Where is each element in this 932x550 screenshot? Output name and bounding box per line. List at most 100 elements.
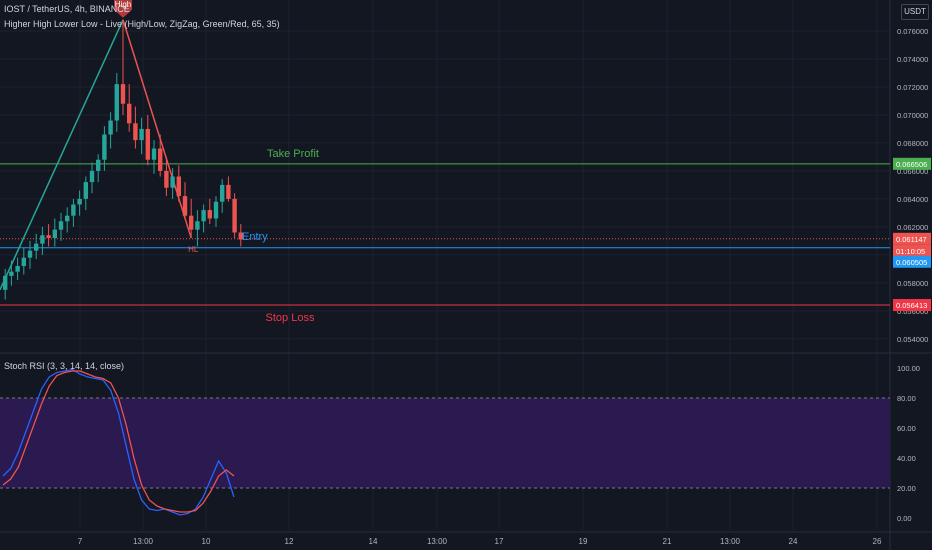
candle-body <box>9 271 14 276</box>
candle-body <box>158 148 163 171</box>
stop-loss-price-tag-bg <box>893 299 931 312</box>
candle-body <box>213 201 219 219</box>
stoch-rsi-line-d <box>2 370 235 513</box>
stop-loss-price-tag: 0.056413 <box>896 301 927 310</box>
candle-body <box>77 198 82 205</box>
candle-body <box>21 257 26 267</box>
rsi-overbought-oversold-band <box>0 398 890 488</box>
symbol-title[interactable]: IOST / TetherUS, 4h, BINANCE <box>4 4 130 14</box>
countdown-tag: 01:10:05 <box>896 247 925 256</box>
price-tick-label: 0.062000 <box>897 223 928 232</box>
time-tick-label: 12 <box>285 537 294 546</box>
price-tick-label: 0.068000 <box>897 139 928 148</box>
take-profit-label: Take Profit <box>267 148 319 160</box>
rsi-tick-label: 20.00 <box>897 484 916 493</box>
candle-body <box>139 128 144 141</box>
price-tick-label: 0.070000 <box>897 111 928 120</box>
stoch-rsi-line-k <box>2 368 235 516</box>
time-tick-label: 21 <box>663 537 672 546</box>
rsi-tick-label: 40.00 <box>897 454 916 463</box>
rsi-tick-label: 0.00 <box>897 514 912 523</box>
rsi-tick-label: 60.00 <box>897 424 916 433</box>
stoch-rsi-lines <box>2 368 235 516</box>
last-price-tag: 0.061147 <box>896 235 927 244</box>
time-tick-label: 13:00 <box>133 537 154 546</box>
price-levels[interactable] <box>0 163 890 306</box>
time-tick-label: 26 <box>873 537 882 546</box>
indicator-legend[interactable]: Higher High Lower Low - Live (High/Low, … <box>4 19 280 29</box>
price-tick-label: 0.066000 <box>897 167 928 176</box>
candle-body <box>46 235 51 239</box>
candle-body <box>170 176 175 188</box>
time-tick-label: 24 <box>789 537 798 546</box>
candle-body <box>27 250 33 258</box>
axes: 0.076000 0.074000 0.072000 0.070000 0.068000… <box>78 27 929 546</box>
candle-body <box>96 159 101 171</box>
high-marker <box>114 0 132 18</box>
candlestick-series[interactable] <box>3 19 243 300</box>
candle-body <box>195 221 200 230</box>
price-tags: 0.066506 0.061147 01:10:05 0.060505 0.056413 <box>893 157 931 312</box>
candle-body <box>3 275 8 290</box>
last-price-tag-bg <box>893 232 931 245</box>
time-tick-label: 13:00 <box>720 537 741 546</box>
chart-annotations: High HL Take Profit Entry Stop Loss <box>114 0 319 324</box>
zigzag-indicator <box>0 19 192 291</box>
zigzag-down-leg <box>122 19 192 239</box>
candle-body <box>189 215 194 230</box>
candle-body <box>145 128 150 160</box>
candle-body <box>182 196 188 216</box>
price-tick-label: 0.064000 <box>897 195 928 204</box>
rsi-legend[interactable]: Stoch RSI (3, 3, 14, 14, close) <box>4 361 125 371</box>
candle-body <box>34 243 39 251</box>
price-tick-label: 0.074000 <box>897 55 928 64</box>
time-tick-label: 19 <box>579 537 588 546</box>
rsi-band-lines <box>0 397 890 489</box>
time-tick-label: 13:00 <box>427 537 448 546</box>
time-tick-label: 14 <box>369 537 378 546</box>
candle-body <box>58 221 64 230</box>
candle-body <box>120 84 126 104</box>
candle-body <box>102 134 107 160</box>
candle-body <box>201 210 206 222</box>
candle-body <box>52 229 57 239</box>
candle-body <box>220 184 225 202</box>
candle-body <box>15 266 20 272</box>
candle-body <box>71 204 76 216</box>
price-tick-label: 0.056000 <box>897 307 928 316</box>
price-tick-label: 0.076000 <box>897 27 928 36</box>
rsi-tick-label: 100.00 <box>897 364 920 373</box>
hl-label: HL <box>188 245 199 254</box>
candle-body <box>238 232 243 240</box>
candle-body <box>114 84 119 121</box>
entry-price-tag: 0.060505 <box>896 258 927 267</box>
currency-button[interactable]: USDT <box>901 4 929 20</box>
countdown-tag-bg <box>893 244 931 257</box>
price-tick-label: 0.058000 <box>897 279 928 288</box>
time-tick-label: 17 <box>495 537 504 546</box>
candle-body <box>108 120 113 135</box>
candle-body <box>176 176 181 197</box>
take-profit-price-tag-bg <box>893 157 931 170</box>
candle-body <box>89 170 95 183</box>
time-tick-label: 10 <box>202 537 211 546</box>
candle-body <box>65 215 70 222</box>
candle-body <box>232 198 237 233</box>
candle-body <box>133 123 138 141</box>
stop-loss-label: Stop Loss <box>266 312 315 324</box>
candle-body <box>151 148 157 160</box>
high-label: High <box>115 0 131 9</box>
entry-price-tag-bg <box>893 255 931 268</box>
price-tick-label: 0.054000 <box>897 335 928 344</box>
take-profit-price-tag: 0.066506 <box>896 160 927 169</box>
candle-body <box>226 184 231 199</box>
candle-body <box>127 103 132 124</box>
zigzag-up-leg <box>0 19 124 291</box>
rsi-tick-label: 80.00 <box>897 394 916 403</box>
candle-body <box>83 182 88 199</box>
price-tick-label: 0.072000 <box>897 83 928 92</box>
time-tick-label: 7 <box>78 537 83 546</box>
candle-body <box>164 170 169 188</box>
candle-body <box>207 210 212 219</box>
